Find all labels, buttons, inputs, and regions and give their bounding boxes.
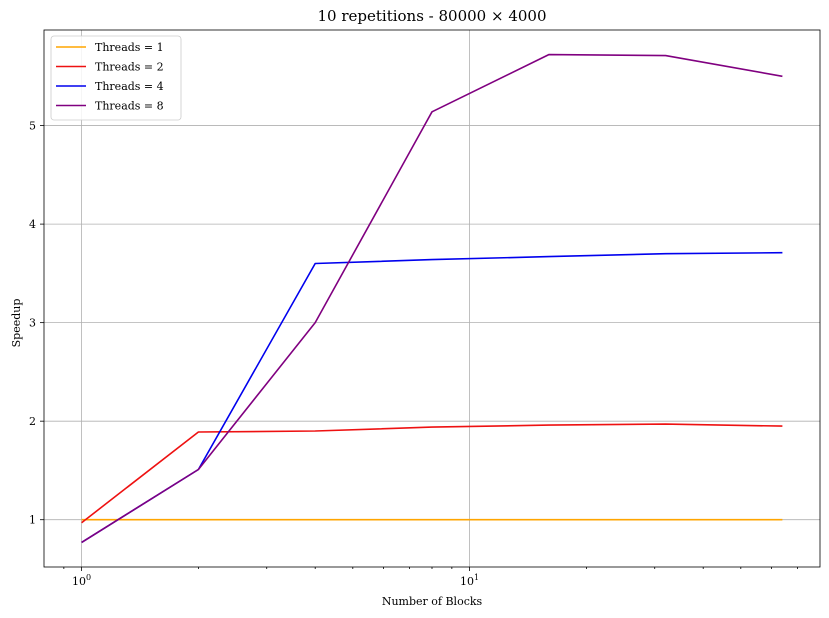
y-tick-label: 2 (29, 415, 36, 428)
y-tick-label: 4 (29, 218, 36, 231)
x-axis-label: Number of Blocks (382, 595, 483, 608)
series-line-threads-2 (81, 423, 783, 524)
legend-box (50, 35, 182, 121)
legend: Threads = 1 Threads = 2 Threads = 4 Threads… (50, 35, 182, 121)
y-axis-label: Speedup (10, 299, 23, 348)
series-lines (81, 53, 783, 544)
series-line-threads-8 (81, 53, 783, 544)
series-line-threads-4 (81, 251, 783, 544)
legend-label: Threads = 4 (95, 80, 164, 93)
legend-label: Threads = 2 (95, 61, 164, 74)
x-tick-base: 10 (72, 575, 86, 588)
x-tick-exponent: 1 (474, 573, 479, 582)
x-tick-exponent: 0 (86, 573, 91, 582)
y-tick-label: 5 (29, 120, 36, 133)
x-tick-label: 100 (72, 573, 91, 588)
y-tick-label: 3 (29, 317, 36, 330)
chart-title: 10 repetitions - 80000 × 4000 (317, 7, 546, 25)
y-tick-label: 1 (29, 514, 36, 527)
legend-label: Threads = 8 (95, 100, 164, 113)
legend-label: Threads = 1 (95, 41, 164, 54)
x-tick-base: 10 (460, 575, 474, 588)
x-tick-label: 101 (460, 573, 479, 588)
